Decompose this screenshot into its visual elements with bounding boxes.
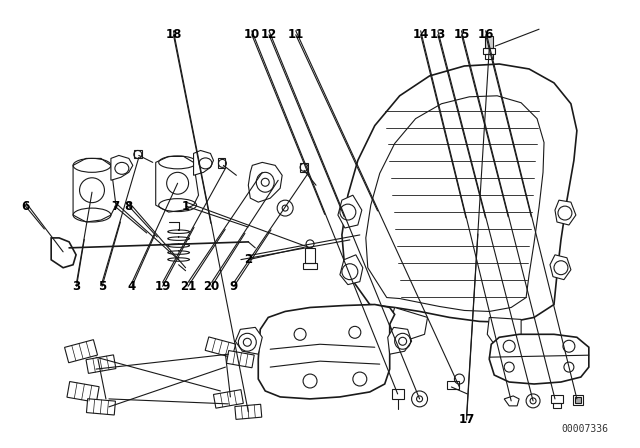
Bar	[447, 381, 460, 389]
Polygon shape	[555, 200, 576, 225]
Text: 9: 9	[230, 280, 238, 293]
Bar	[553, 403, 561, 408]
Text: 18: 18	[165, 28, 182, 41]
Polygon shape	[504, 396, 519, 406]
Bar	[485, 36, 493, 48]
Bar	[573, 395, 583, 405]
Text: 10: 10	[244, 28, 260, 41]
Polygon shape	[236, 327, 262, 354]
Polygon shape	[193, 151, 214, 175]
Polygon shape	[248, 162, 282, 202]
Bar	[218, 159, 225, 168]
Text: 11: 11	[287, 28, 304, 41]
Text: 2: 2	[244, 253, 253, 266]
Text: 13: 13	[430, 28, 446, 41]
Text: 4: 4	[128, 280, 136, 293]
Bar	[305, 248, 315, 263]
Text: 1: 1	[182, 200, 190, 213]
Polygon shape	[156, 156, 198, 212]
Polygon shape	[338, 195, 362, 228]
Text: 3: 3	[72, 280, 81, 293]
Polygon shape	[111, 155, 133, 180]
Bar	[551, 395, 563, 403]
Polygon shape	[86, 399, 115, 415]
Polygon shape	[214, 390, 243, 408]
Text: 16: 16	[477, 28, 494, 41]
Polygon shape	[366, 96, 544, 311]
Bar	[303, 263, 317, 269]
Bar	[392, 389, 404, 399]
Polygon shape	[342, 64, 577, 323]
Polygon shape	[487, 318, 521, 344]
Text: 14: 14	[413, 28, 429, 41]
Text: 6: 6	[22, 200, 29, 213]
Text: 19: 19	[154, 280, 171, 293]
Text: 17: 17	[458, 414, 475, 426]
Text: 20: 20	[204, 280, 220, 293]
Bar	[134, 151, 142, 159]
Text: 21: 21	[180, 280, 196, 293]
Bar	[483, 48, 495, 54]
Polygon shape	[65, 340, 97, 363]
Polygon shape	[67, 382, 99, 402]
Polygon shape	[340, 255, 363, 284]
Polygon shape	[73, 159, 116, 222]
Text: 7: 7	[111, 200, 119, 213]
Polygon shape	[86, 355, 116, 373]
Polygon shape	[227, 350, 254, 368]
Polygon shape	[235, 404, 262, 419]
Polygon shape	[390, 307, 428, 339]
Polygon shape	[550, 255, 571, 280]
Text: 12: 12	[261, 28, 277, 41]
Bar	[575, 397, 581, 403]
Polygon shape	[489, 334, 589, 384]
Text: 15: 15	[453, 28, 470, 41]
Text: 5: 5	[98, 280, 106, 293]
Bar	[300, 164, 308, 172]
Text: 00007336: 00007336	[562, 424, 609, 434]
Text: 8: 8	[125, 200, 133, 213]
Polygon shape	[51, 238, 76, 268]
Polygon shape	[388, 327, 412, 354]
Polygon shape	[205, 337, 236, 358]
Polygon shape	[259, 305, 395, 399]
Bar	[485, 54, 493, 59]
